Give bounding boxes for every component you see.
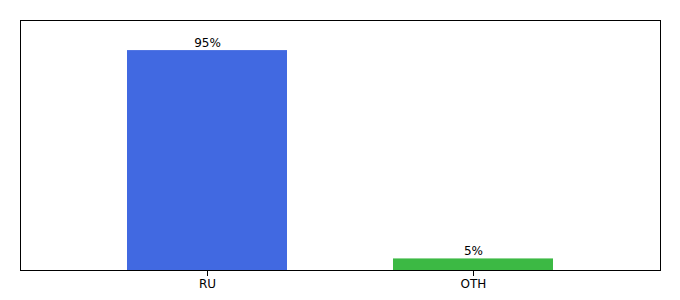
svg-text:OTH: OTH	[461, 277, 487, 291]
svg-text:RU: RU	[199, 277, 216, 291]
svg-text:5%: 5%	[464, 244, 483, 258]
svg-text:95%: 95%	[194, 36, 221, 50]
